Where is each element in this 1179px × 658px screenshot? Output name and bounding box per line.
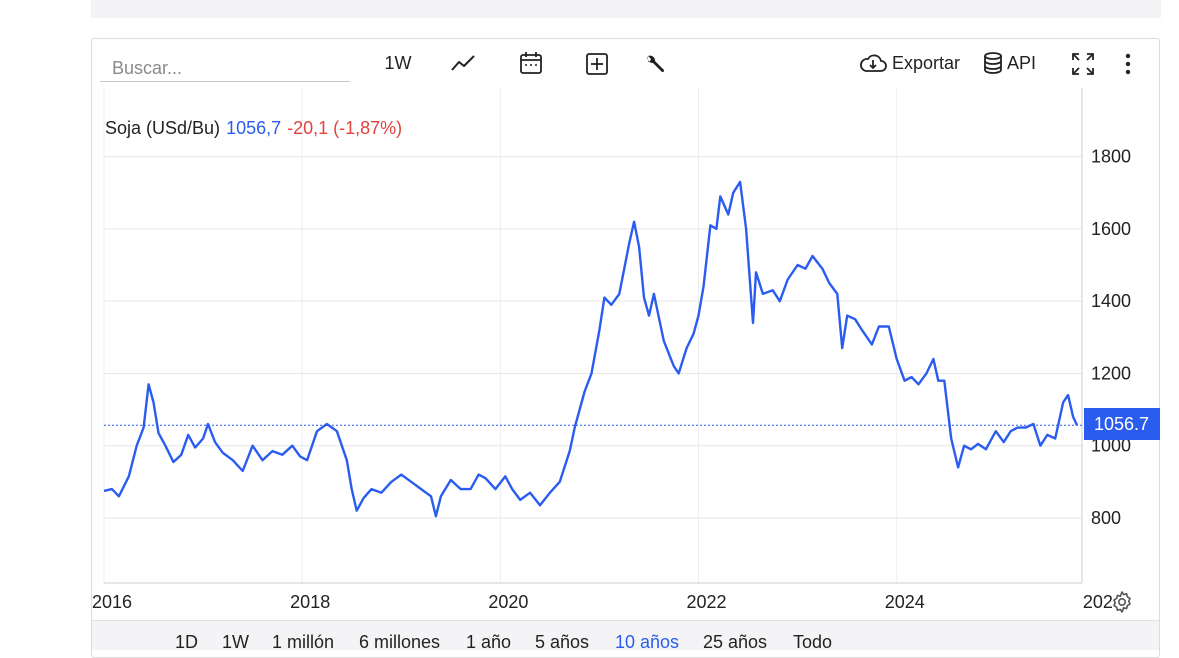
range-button-5[interactable]: 5 años (535, 632, 590, 652)
database-icon (984, 52, 1002, 74)
range-bar (92, 620, 1159, 650)
plus-square-icon (586, 53, 608, 75)
legend-change: -20,1 (-1,87%) (287, 118, 403, 138)
fullscreen-button[interactable] (1068, 50, 1098, 78)
api-label: API (1007, 52, 1037, 73)
y-tick-label: 1200 (1091, 363, 1131, 383)
fullscreen-icon (1072, 53, 1094, 75)
x-tick-label: 2018 (290, 592, 330, 612)
range-button-7[interactable]: 25 años (703, 632, 768, 652)
chart-legend: Soja (USd/Bu) 1056,7 -20,1 (-1,87%) (105, 118, 402, 139)
x-tick-label: 202 (1083, 592, 1113, 612)
calendar-button[interactable] (516, 48, 546, 78)
series-line-soja (103, 180, 1079, 518)
range-button-1[interactable]: 1W (222, 632, 249, 652)
y-tick-label: 1800 (1091, 147, 1131, 167)
x-tick-label: 2022 (687, 592, 727, 612)
export-button[interactable]: Exportar (858, 50, 970, 76)
range-button-0[interactable]: 1D (175, 632, 199, 652)
api-button[interactable]: API (982, 50, 1044, 76)
wrench-icon (647, 55, 665, 73)
cloud-download-icon (860, 54, 887, 72)
more-vertical-icon (1125, 53, 1131, 75)
x-tick-label: 2020 (488, 592, 528, 612)
range-button-2[interactable]: 1 millón (272, 632, 335, 652)
more-options-button[interactable] (1116, 50, 1140, 78)
range-button-3[interactable]: 6 millones (359, 632, 441, 652)
line-chart-icon (451, 55, 475, 71)
top-band (91, 0, 1161, 18)
compare-button[interactable] (582, 49, 612, 79)
range-button-6[interactable]: 10 años (615, 632, 680, 652)
last-price-tag: 1056.7 (1084, 408, 1160, 440)
tools-button[interactable] (640, 50, 670, 80)
y-tick-label: 800 (1091, 508, 1121, 528)
chart-settings-button[interactable] (1110, 590, 1134, 619)
gear-icon (1113, 591, 1131, 613)
chart-type-button[interactable] (448, 50, 478, 76)
y-tick-label: 1400 (1091, 291, 1131, 311)
search-input[interactable] (100, 50, 350, 82)
x-tick-label: 2024 (885, 592, 925, 612)
y-tick-label: 1000 (1091, 436, 1131, 456)
interval-button[interactable]: 1W (384, 52, 412, 73)
legend-series-name: Soja (USd/Bu) (105, 118, 221, 138)
chart-panel (91, 38, 1160, 658)
x-tick-label: 2016 (92, 592, 132, 612)
calendar-icon (520, 52, 542, 74)
range-button-4[interactable]: 1 año (466, 632, 512, 652)
range-button-8[interactable]: Todo (793, 632, 833, 652)
y-tick-label: 1600 (1091, 219, 1131, 239)
export-label: Exportar (892, 52, 961, 73)
legend-last-value: 1056,7 (226, 118, 282, 138)
